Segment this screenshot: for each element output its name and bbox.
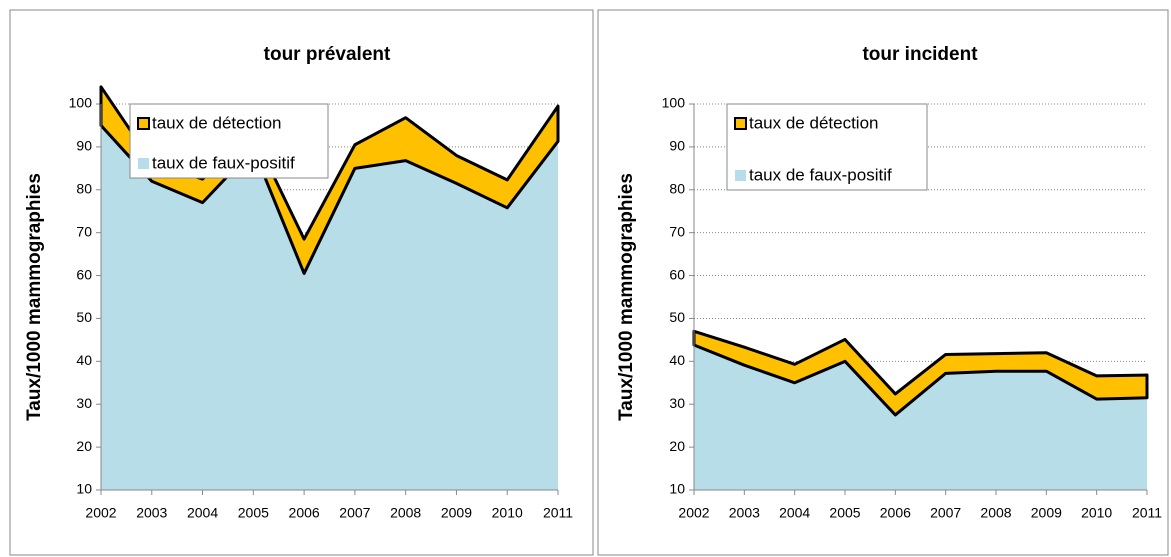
panel-border	[597, 9, 1169, 556]
x-tick-label: 2006	[289, 505, 320, 521]
chart-title: tour incident	[862, 44, 978, 65]
x-tick-label: 2003	[729, 505, 760, 521]
x-tick-label: 2010	[492, 505, 523, 521]
legend-label: taux de faux-positif	[749, 165, 892, 184]
y-tick-label: 30	[669, 395, 685, 411]
x-tick-label: 2011	[1132, 505, 1162, 521]
y-tick-label: 60	[76, 266, 92, 282]
x-tick-label: 2005	[829, 505, 860, 521]
legend-box	[129, 103, 329, 179]
x-tick-label: 2009	[441, 505, 472, 521]
y-tick-label: 50	[669, 309, 685, 325]
area	[101, 125, 558, 490]
y-tick-label: 100	[662, 95, 686, 111]
x-tick-label: 2006	[880, 505, 911, 521]
y-tick-label: 40	[76, 352, 92, 368]
x-tick-label: 2004	[187, 505, 218, 521]
y-tick-label: 100	[69, 95, 93, 111]
y-tick-label: 80	[669, 180, 685, 196]
x-tick-label: 2010	[1081, 505, 1112, 521]
legend-label: taux de détection	[749, 113, 878, 132]
legend-swatch	[734, 117, 747, 130]
y-tick-label: 40	[669, 352, 685, 368]
x-tick-label: 2008	[980, 505, 1011, 521]
y-axis-label: Taux/1000 mammographies	[616, 173, 637, 421]
y-tick-label: 90	[669, 138, 685, 154]
y-tick-label: 90	[76, 138, 92, 154]
y-axis-label: Taux/1000 mammographies	[24, 173, 45, 421]
y-tick-label: 30	[76, 395, 92, 411]
x-tick-label: 2005	[238, 505, 269, 521]
legend-swatch	[138, 158, 149, 169]
x-tick-label: 2004	[779, 505, 810, 521]
x-tick-label: 2002	[678, 505, 709, 521]
legend-swatch	[735, 170, 746, 181]
legend-label: taux de faux-positif	[152, 153, 295, 172]
y-tick-label: 10	[669, 481, 685, 497]
legend-box	[726, 103, 928, 191]
x-tick-label: 2007	[339, 505, 370, 521]
y-tick-label: 10	[76, 481, 92, 497]
y-tick-label: 60	[669, 266, 685, 282]
y-tick-label: 20	[76, 438, 92, 454]
legend-label: taux de détection	[152, 113, 281, 132]
x-tick-label: 2003	[136, 505, 167, 521]
y-tick-label: 80	[76, 180, 92, 196]
x-tick-label: 2002	[85, 505, 116, 521]
y-tick-label: 50	[76, 309, 92, 325]
x-tick-label: 2008	[390, 505, 421, 521]
x-tick-label: 2007	[930, 505, 961, 521]
panel-border	[9, 9, 594, 556]
area	[692, 329, 1149, 417]
area	[694, 345, 1147, 490]
x-tick-label: 2011	[543, 505, 573, 521]
legend-swatch	[137, 117, 150, 130]
y-tick-label: 70	[76, 223, 92, 239]
y-tick-label: 70	[669, 223, 685, 239]
x-tick-label: 2009	[1031, 505, 1062, 521]
y-tick-label: 20	[669, 438, 685, 454]
chart-title: tour prévalent	[264, 44, 391, 65]
